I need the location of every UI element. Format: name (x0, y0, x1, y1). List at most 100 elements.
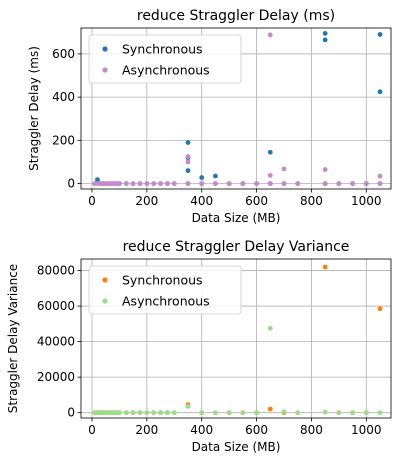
chart2-ylabel: Straggler Delay Variance (6, 264, 20, 413)
chart1-frame (80, 27, 392, 190)
chart1-xlabel: Data Size (MB) (192, 211, 281, 225)
chart2-series-2 (92, 325, 383, 416)
chart1-point-1-1 (95, 177, 100, 183)
chart2-point-2-30 (363, 410, 369, 416)
chart2-legend-label-1: Synchronous (122, 273, 203, 288)
chart1-legend-box (88, 34, 242, 84)
chart2-point-2-20 (213, 410, 218, 416)
chart1-legend-marker-1 (102, 46, 108, 52)
chart1-point-2-28 (267, 181, 273, 186)
chart1-point-1-34 (322, 37, 328, 43)
chart2-title: reduce Straggler Delay Variance (123, 239, 350, 255)
chart1-xtick-label-4: 800 (300, 194, 323, 208)
chart1-legend-label-1: Synchronous (122, 42, 203, 57)
chart1-point-2-14 (151, 181, 157, 186)
chart1-xtick-label-0: 0 (88, 194, 96, 208)
chart1-point-2-15 (158, 181, 163, 186)
chart1-point-1-22 (199, 175, 205, 180)
chart2-point-2-13 (144, 410, 150, 416)
chart1-xtick-label-3: 600 (245, 194, 268, 208)
chart2-xtick-label-4: 800 (300, 423, 323, 437)
chart1-point-2-37 (377, 173, 383, 179)
chart2-point-2-15 (158, 410, 163, 416)
chart1-point-2-29 (281, 166, 287, 172)
chart2-legend-marker-1 (102, 277, 108, 283)
chart1: 0 200 400 600 800 1000 0 200 400 600 reduce Stragg… (27, 8, 392, 225)
chart1-series-2 (92, 32, 383, 186)
chart2-point-1-24 (267, 406, 273, 412)
chart2-point-2-28 (336, 410, 342, 416)
chart2-xtick-label-2: 400 (190, 423, 213, 437)
chart2-frame (80, 258, 392, 419)
chart1-title: reduce Straggler Delay (ms) (137, 8, 335, 24)
chart1-point-2-16 (165, 181, 170, 186)
chart1-point-2-12 (137, 181, 143, 186)
chart2-point-2-10 (123, 410, 129, 416)
chart2-point-2-26 (295, 410, 301, 416)
chart1-point-2-9 (117, 181, 122, 186)
chart2-point-1-31 (377, 306, 383, 312)
chart2-point-2-21 (226, 410, 232, 416)
chart1-point-2-30 (281, 181, 287, 186)
chart1-xtick-label-1: 200 (135, 194, 158, 208)
chart2-point-2-23 (254, 410, 259, 416)
chart1-point-2-26 (267, 32, 273, 38)
chart1-point-1-24 (213, 173, 218, 179)
chart1-legend: Synchronous Asynchronous (88, 34, 242, 84)
chart2-legend-marker-2 (102, 298, 108, 304)
chart2-legend: Synchronous Asynchronous (88, 265, 242, 315)
chart1-point-2-23 (226, 181, 232, 186)
chart1-point-2-38 (377, 181, 383, 186)
chart2-ytick-label-3: 60000 (37, 299, 75, 313)
chart1-point-1-39 (377, 32, 383, 37)
chart1-point-2-22 (213, 181, 218, 186)
chart1-ytick-label-2: 400 (52, 90, 75, 104)
chart1-point-2-36 (363, 181, 369, 186)
chart2: 0 200 400 600 800 1000 0 20000 40000 60000 80000 re… (6, 239, 392, 454)
chart1-point-2-20 (185, 181, 191, 186)
chart2-point-2-12 (137, 410, 143, 416)
chart1-ylabel: Straggler Delay (ms) (27, 46, 41, 171)
chart2-ytick-label-4: 80000 (37, 264, 75, 278)
chart1-legend-marker-2 (102, 67, 108, 73)
chart1-point-1-20 (185, 168, 191, 174)
chart1-point-1-18 (185, 140, 191, 145)
chart1-point-2-32 (322, 167, 328, 172)
chart2-point-2-31 (377, 410, 383, 416)
chart1-point-2-21 (199, 181, 205, 186)
chart2-xtick-label-3: 600 (245, 423, 268, 437)
chart1-point-2-17 (171, 181, 177, 186)
chart2-point-2-16 (165, 410, 170, 416)
chart1-point-2-25 (254, 181, 259, 186)
chart2-point-2-27 (322, 409, 328, 415)
chart1-point-1-29 (267, 149, 273, 155)
chart1-ytick-label-0: 0 (67, 177, 75, 191)
chart1-point-2-18 (185, 154, 191, 159)
chart2-point-2-19 (199, 410, 205, 416)
chart1-ytick-label-3: 600 (52, 47, 75, 61)
chart1-point-2-11 (130, 181, 136, 186)
chart1-point-2-33 (322, 181, 328, 186)
chart2-point-2-14 (151, 410, 157, 416)
chart1-point-2-34 (336, 181, 342, 186)
chart1-xtick-label-5: 1000 (351, 194, 382, 208)
chart2-point-2-9 (117, 410, 122, 416)
chart1-ytick-label-1: 200 (52, 133, 75, 147)
chart2-point-2-24 (267, 325, 273, 331)
chart2-xtick-label-1: 200 (135, 423, 158, 437)
chart2-point-2-29 (350, 410, 355, 416)
chart1-point-2-13 (144, 181, 150, 186)
chart2-point-2-11 (130, 410, 136, 416)
chart1-point-2-35 (350, 181, 355, 186)
chart1-point-1-40 (377, 89, 383, 95)
chart1-legend-label-2: Asynchronous (122, 63, 210, 78)
chart2-ytick-label-1: 20000 (37, 370, 75, 384)
chart2-xtick-label-0: 0 (88, 423, 96, 437)
chart2-point-2-18 (185, 404, 191, 409)
chart2-point-2-25 (281, 409, 287, 415)
chart1-point-2-24 (240, 181, 246, 186)
chart2-legend-label-2: Asynchronous (122, 294, 210, 309)
chart1-point-2-10 (123, 181, 129, 186)
chart2-point-2-22 (240, 410, 246, 416)
